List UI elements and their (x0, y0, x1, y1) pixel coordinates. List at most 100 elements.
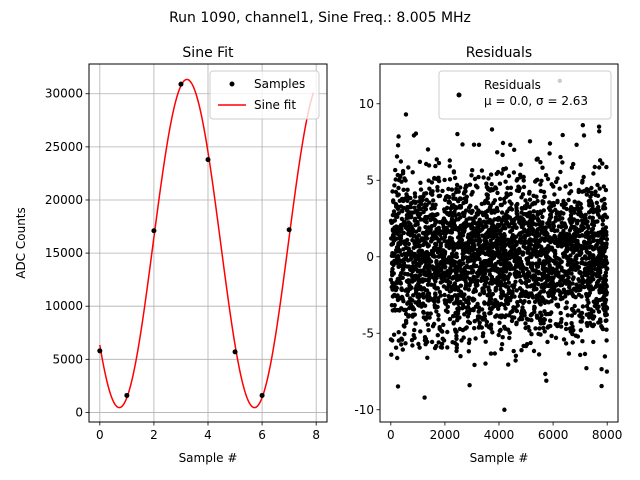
residual-point (391, 198, 396, 203)
residuals-xtick-label: 4000 (484, 428, 515, 442)
residual-point (469, 192, 474, 197)
residual-point (433, 275, 439, 280)
residual-point (536, 282, 541, 287)
residual-point (429, 339, 435, 345)
residual-point (598, 283, 603, 288)
residual-point (523, 204, 529, 210)
residual-point (604, 266, 610, 272)
residual-point (570, 246, 575, 252)
residual-point (579, 294, 584, 299)
residual-point (597, 186, 602, 191)
residual-point (486, 220, 492, 225)
residual-point (463, 286, 468, 291)
residual-point (405, 198, 410, 203)
residual-point (569, 321, 574, 326)
residual-point (395, 355, 400, 361)
residual-point (398, 296, 403, 301)
residual-point (549, 299, 554, 304)
residual-point (581, 225, 587, 231)
residual-point (522, 227, 527, 232)
residual-point (539, 295, 545, 300)
residual-point (480, 317, 486, 322)
residual-point (390, 287, 395, 292)
residual-point (450, 240, 455, 245)
residual-point (568, 208, 573, 214)
residual-point (437, 289, 442, 295)
residual-point (507, 335, 512, 341)
residual-point (593, 207, 598, 212)
residual-point (508, 244, 513, 249)
residual-point (553, 335, 559, 340)
residual-point (433, 241, 438, 247)
residual-point (401, 266, 406, 272)
residual-point (409, 272, 414, 278)
residual-point (397, 259, 402, 264)
residual-point (489, 127, 495, 132)
residual-point (510, 254, 515, 259)
residual-point (570, 324, 575, 329)
residual-point (430, 297, 435, 302)
residual-point (490, 291, 495, 297)
residual-point (537, 221, 542, 227)
sample-point (286, 227, 292, 233)
residual-point (588, 240, 593, 245)
residual-point (426, 178, 431, 183)
residual-point (453, 206, 458, 211)
residual-point (590, 215, 595, 220)
residual-point (585, 297, 590, 303)
residual-point (445, 345, 450, 350)
residual-point (436, 178, 442, 184)
residual-point (438, 328, 444, 333)
residual-point (469, 240, 474, 245)
residual-point (511, 305, 516, 310)
residual-point (456, 189, 461, 194)
residuals-ytick-label: 5 (366, 173, 374, 187)
residual-point (448, 206, 454, 211)
residual-point (564, 231, 569, 237)
residual-point (490, 225, 495, 230)
residual-point (546, 293, 551, 299)
sine-fit-ytick-label: 5000 (52, 352, 83, 366)
residual-point (447, 195, 452, 200)
residual-point (577, 229, 582, 234)
residual-point (485, 293, 490, 298)
residual-point (563, 184, 568, 189)
residual-point (471, 259, 477, 264)
residual-point (470, 270, 475, 275)
residual-point (599, 257, 604, 262)
residual-point (404, 320, 409, 325)
residual-point (553, 218, 558, 223)
residual-point (576, 308, 581, 313)
residual-point (413, 257, 418, 262)
residual-point (389, 261, 395, 266)
residual-point (403, 254, 409, 260)
residual-point (548, 277, 554, 283)
residual-point (496, 216, 502, 221)
residual-point (491, 303, 497, 309)
residual-point (423, 336, 429, 342)
residual-point (390, 219, 395, 225)
residual-point (493, 288, 498, 293)
residual-point (550, 227, 555, 232)
residual-point (488, 351, 494, 356)
residual-point (560, 216, 565, 221)
residual-point (548, 247, 554, 252)
residual-point (483, 280, 489, 285)
residual-point (453, 213, 458, 218)
sine-fit-ytick-label: 0 (75, 405, 83, 419)
residual-point (509, 318, 515, 324)
residual-point (415, 243, 420, 249)
residual-point (413, 208, 419, 214)
residual-point (424, 161, 429, 167)
residual-point (397, 224, 402, 230)
figure-suptitle: Run 1090, channel1, Sine Freq.: 8.005 MH… (169, 10, 471, 26)
residual-point (499, 239, 504, 244)
residual-point (506, 313, 512, 318)
residual-point (474, 221, 479, 226)
residual-point (591, 339, 596, 345)
residual-point (568, 329, 573, 334)
residual-point (481, 175, 486, 180)
residual-point (554, 255, 560, 261)
residual-point (514, 225, 519, 230)
residual-point (450, 314, 456, 319)
